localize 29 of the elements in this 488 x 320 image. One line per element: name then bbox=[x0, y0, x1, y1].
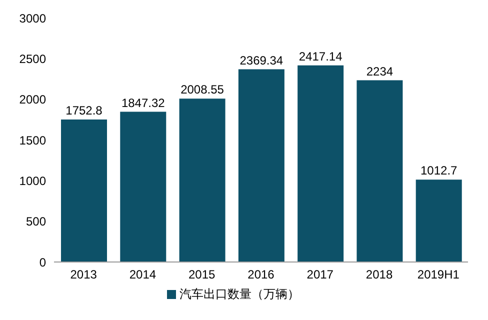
y-tick-label: 0 bbox=[39, 255, 46, 270]
bar bbox=[298, 65, 344, 262]
data-label: 2369.34 bbox=[240, 53, 284, 68]
bar bbox=[61, 119, 107, 262]
x-tick-label: 2018 bbox=[366, 268, 393, 282]
y-tick-label: 3000 bbox=[19, 11, 46, 26]
y-tick-label: 1500 bbox=[19, 133, 46, 148]
y-tick-label: 1000 bbox=[19, 174, 46, 188]
data-label: 1012.7 bbox=[420, 164, 458, 178]
data-label: 1847.32 bbox=[121, 96, 166, 110]
legend-label: 汽车出口数量（万辆） bbox=[180, 287, 300, 301]
data-label: 2234 bbox=[366, 64, 394, 78]
data-label: 1752.8 bbox=[66, 103, 103, 118]
x-tick-label: 2013 bbox=[70, 268, 98, 282]
bar bbox=[356, 80, 403, 262]
bar bbox=[238, 69, 284, 262]
y-tick-label: 2000 bbox=[19, 92, 46, 107]
x-tick-label: 2015 bbox=[188, 268, 216, 282]
x-tick-label: 2016 bbox=[248, 268, 275, 282]
bar bbox=[416, 180, 462, 262]
x-tick-label: 2019H1 bbox=[417, 268, 460, 282]
y-tick-label: 500 bbox=[26, 214, 46, 229]
y-tick-label: 2500 bbox=[19, 52, 46, 66]
data-label: 2008.55 bbox=[180, 82, 224, 97]
data-label: 2417.14 bbox=[298, 49, 343, 64]
bar bbox=[120, 112, 166, 262]
x-tick-label: 2014 bbox=[129, 268, 156, 282]
bar bbox=[179, 98, 226, 262]
x-tick-label: 2017 bbox=[306, 268, 334, 282]
